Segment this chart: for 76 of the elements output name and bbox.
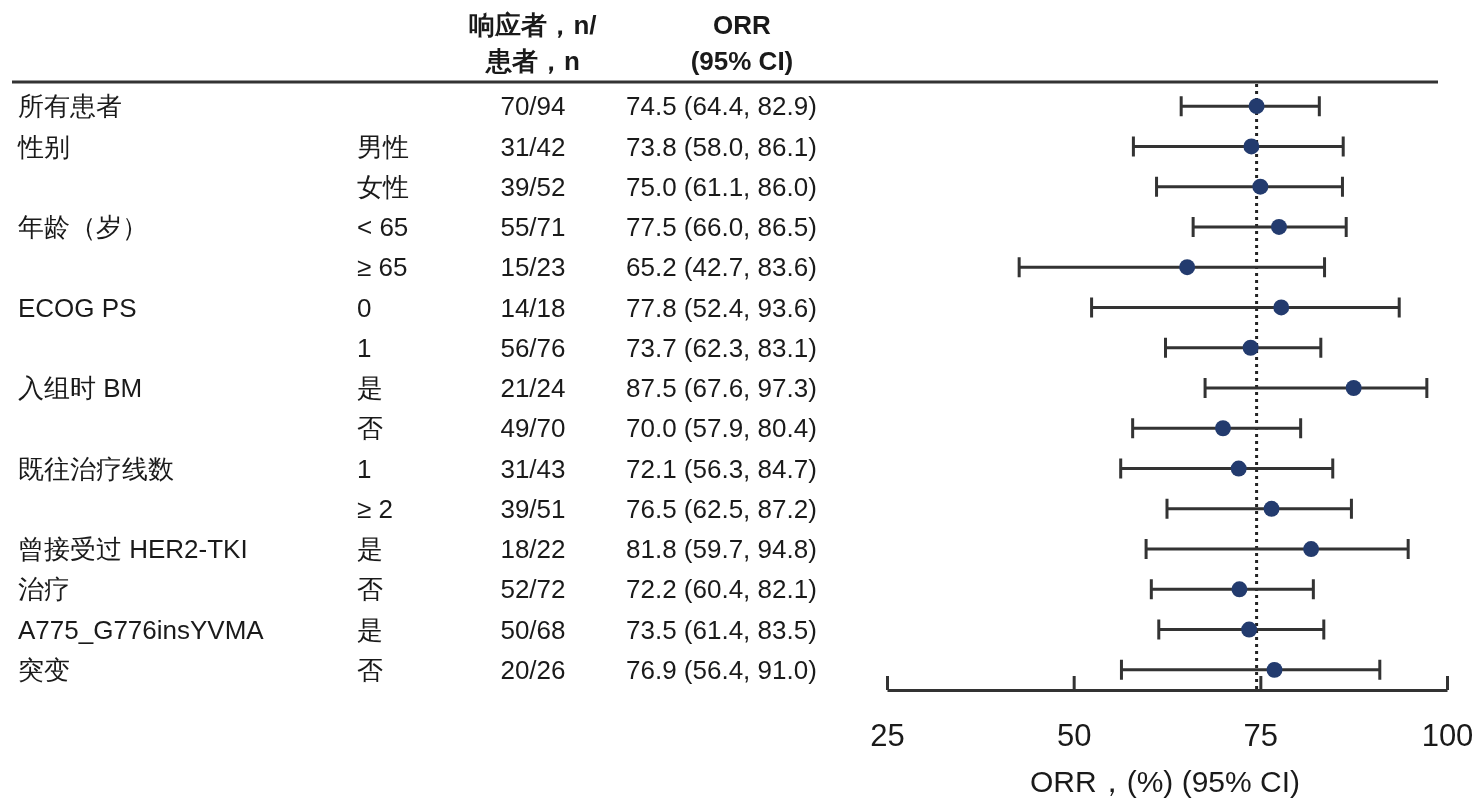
text: 50/68 <box>500 614 566 645</box>
x-axis-title: ORR，(%) (95% CI) <box>1029 765 1301 798</box>
text: 否 <box>357 654 383 685</box>
text: 否 <box>357 413 383 444</box>
point <box>1271 218 1287 235</box>
text: 76.9 (56.4, 91.0) <box>626 654 817 685</box>
text: 87.5 (67.6, 97.3) <box>626 373 817 404</box>
text: 1 <box>357 332 372 363</box>
point <box>1252 178 1269 195</box>
text: 56/76 <box>500 332 566 363</box>
point <box>1263 500 1280 517</box>
text: 73.7 (62.3, 83.1) <box>626 332 817 363</box>
text: 52/72 <box>500 574 566 605</box>
text: 31/42 <box>500 131 566 162</box>
text: 是 <box>357 614 383 645</box>
text: 49/70 <box>500 413 566 444</box>
text: 31/43 <box>500 453 566 484</box>
text: 入组时 BM <box>18 373 143 404</box>
point <box>1241 621 1258 638</box>
text: ≥ 65 <box>357 252 408 283</box>
point <box>1273 299 1290 316</box>
text: 所有患者 <box>18 91 122 122</box>
text: ECOG PS <box>18 292 137 323</box>
text: 21/24 <box>500 373 566 404</box>
text: 72.1 (56.3, 84.7) <box>626 453 817 484</box>
text: 55/71 <box>500 212 566 243</box>
point <box>1231 581 1248 598</box>
x-tick-label: 75 <box>1243 718 1279 754</box>
text: 65.2 (42.7, 83.6) <box>626 252 817 283</box>
text: 治疗 <box>18 574 70 605</box>
text: 女性 <box>357 171 409 202</box>
text: 81.8 (59.7, 94.8) <box>626 534 817 565</box>
text: ≥ 2 <box>357 493 393 524</box>
text: 77.5 (66.0, 86.5) <box>626 212 817 243</box>
text: 是 <box>357 534 383 565</box>
text: 70/94 <box>500 91 566 122</box>
text: 15/23 <box>500 252 566 283</box>
text: 性别 <box>18 131 70 162</box>
text: 73.8 (58.0, 86.1) <box>626 131 817 162</box>
point <box>1303 541 1320 558</box>
point <box>1179 259 1196 276</box>
x-tick-label: 50 <box>1056 718 1092 754</box>
text: 76.5 (62.5, 87.2) <box>626 493 817 524</box>
text: 39/52 <box>500 171 566 202</box>
text: 突变 <box>18 654 70 685</box>
point <box>1242 339 1259 356</box>
text: 39/51 <box>500 493 566 524</box>
text: 73.5 (61.4, 83.5) <box>626 614 817 645</box>
text: 年龄（岁） <box>18 212 148 243</box>
text: 既往治疗线数 <box>18 453 174 484</box>
point <box>1345 380 1362 396</box>
category-label: ORR (95% CI) <box>690 10 794 76</box>
text: 是 <box>357 373 383 404</box>
text: 男性 <box>357 131 409 162</box>
text: 75.0 (61.1, 86.0) <box>626 171 817 202</box>
text: 曾接受过 HER2-TKI <box>18 534 248 565</box>
text: 否 <box>357 574 383 605</box>
point <box>1230 460 1247 477</box>
text: 74.5 (64.4, 82.9) <box>626 91 817 122</box>
point <box>1215 420 1231 437</box>
text: 20/26 <box>500 654 566 685</box>
text: 77.8 (52.4, 93.6) <box>626 292 817 323</box>
category-label: 响应者，n/ 患者，n <box>469 10 597 76</box>
text: 14/18 <box>500 292 566 323</box>
text: 18/22 <box>500 534 566 565</box>
text: 70.0 (57.9, 80.4) <box>626 413 817 444</box>
point <box>1248 98 1265 115</box>
x-tick-label: 100 <box>1421 718 1474 754</box>
text: 1 <box>357 453 372 484</box>
x-tick-label: 25 <box>870 718 905 754</box>
text: A775_G776insYVMA <box>18 614 264 645</box>
point <box>1266 661 1283 678</box>
text: 0 <box>357 292 372 323</box>
text: < 65 <box>357 212 409 243</box>
point <box>1243 138 1260 155</box>
text: 72.2 (60.4, 82.1) <box>626 574 817 605</box>
